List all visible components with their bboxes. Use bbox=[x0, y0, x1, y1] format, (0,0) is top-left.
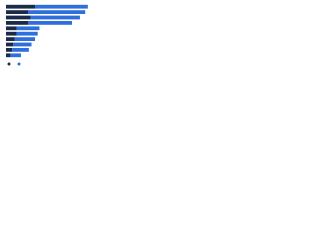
bar-segment bbox=[16, 31, 38, 36]
bar-segment bbox=[6, 37, 15, 41]
legend-swatch bbox=[7, 62, 11, 66]
chart bbox=[6, 4, 88, 66]
bar-segment bbox=[6, 53, 11, 58]
bar-segment bbox=[13, 42, 32, 47]
bar-segment bbox=[28, 21, 72, 25]
bar-segment bbox=[35, 4, 88, 9]
bar-segment bbox=[12, 48, 29, 52]
bar-segment bbox=[6, 26, 17, 31]
bar-segment bbox=[6, 15, 31, 20]
legend-swatch bbox=[17, 62, 21, 66]
page: {"chart_data": {"type": "stacked-bar-hor… bbox=[0, 0, 100, 71]
bar-segment bbox=[16, 26, 40, 31]
bar-segment bbox=[6, 42, 14, 47]
bar-segment bbox=[6, 48, 13, 52]
bar-segment bbox=[6, 31, 17, 36]
bar-segment bbox=[14, 37, 36, 41]
bar-segment bbox=[28, 10, 86, 14]
bar-segment bbox=[6, 10, 28, 14]
bar-segment bbox=[10, 53, 21, 58]
bar-segment bbox=[6, 4, 36, 9]
bar-segment bbox=[6, 21, 28, 25]
bar-segment bbox=[30, 15, 80, 20]
